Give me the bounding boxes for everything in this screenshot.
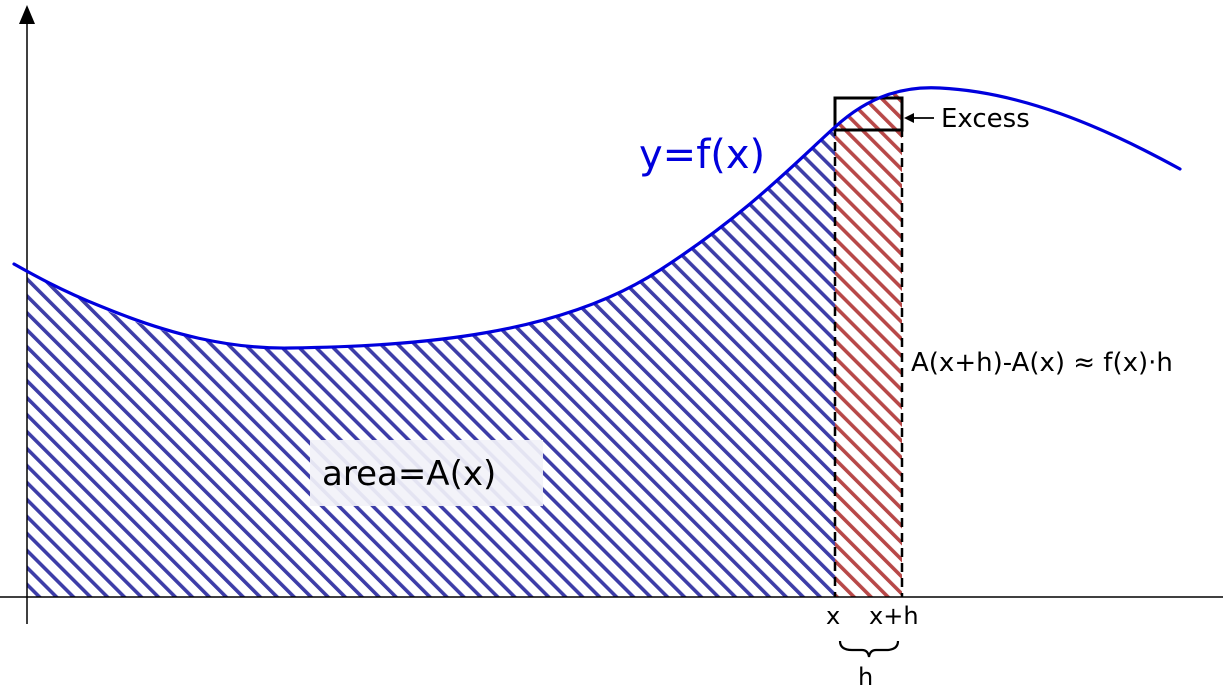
y-axis-arrow-icon bbox=[19, 5, 35, 24]
area-under-curve bbox=[27, 127, 835, 597]
curve-f bbox=[12, 86, 1182, 350]
h-label: h bbox=[858, 663, 873, 691]
area-label-box bbox=[310, 440, 543, 506]
x-plus-h-tick-label: x+h bbox=[869, 602, 919, 630]
excess-label: Excess bbox=[941, 104, 1030, 134]
x-tick-label: x bbox=[826, 602, 840, 630]
increment-strip bbox=[835, 92, 902, 597]
curve-label: y=f(x) bbox=[639, 132, 765, 178]
excess-arrow-icon bbox=[904, 113, 914, 123]
excess-box bbox=[833, 96, 904, 132]
difference-label: A(x+h)-A(x) ≈ f(x)·h bbox=[911, 348, 1173, 378]
area-label: area=A(x) bbox=[322, 454, 496, 494]
h-brace bbox=[838, 640, 900, 658]
